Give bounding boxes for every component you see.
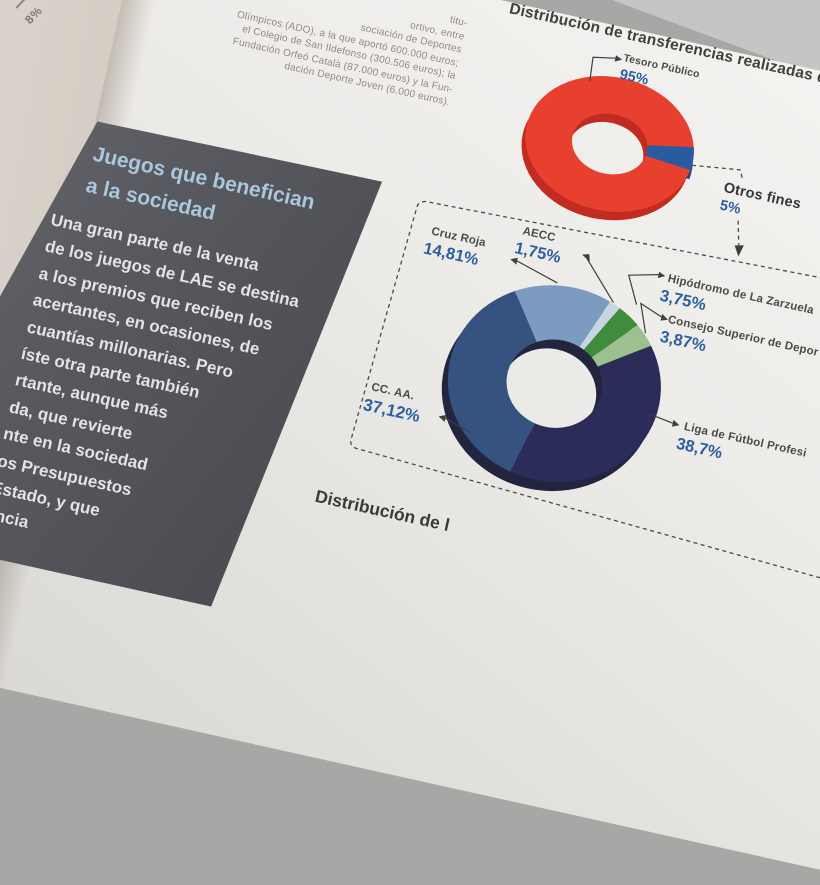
connector-hipodromo [627,274,659,305]
connector-ccaa [444,417,472,434]
donut2-segment-hipodromo [583,308,638,358]
facing-page-text-fragment: 8% [21,3,46,27]
dashed-connector-otros [691,164,744,181]
callout-value: 5% [718,197,743,218]
donut2-segment-liga [510,345,661,483]
arrow-aecc-icon [582,254,590,262]
donut2-segment-ccaa [447,291,537,472]
arrow-liga-icon [671,419,680,427]
photo-of-report-page: { "scene": { "left_page": { "fragment": … [0,0,820,547]
dashed-detail-frame [350,200,820,619]
donut2-segment-cruz-roja [514,285,611,347]
connector-aecc [585,256,614,303]
down-arrow-icon [734,245,744,257]
arrow-tesoro-icon [614,55,623,62]
connector-cruz-roja [515,259,558,284]
donut1-segment-otros [645,145,694,171]
arrow-hipodromo-icon [657,271,666,279]
arrow-cruz-roja-icon [510,257,518,265]
connector-liga [648,413,673,424]
arrow-ccaa-icon [438,414,447,422]
dashed-arrow-line [737,220,740,246]
connector-consejo [640,302,663,334]
arrow-consejo-icon [660,313,668,321]
donut-chart-transfers [521,76,694,221]
facing-page-tick-line [15,0,27,9]
donut2-segment-consejo [591,325,652,367]
donut1-segment-tesoro [525,76,694,212]
donut2-segment-aecc [579,301,620,350]
donut-chart-detail [441,285,661,491]
connector-tesoro [589,56,616,82]
